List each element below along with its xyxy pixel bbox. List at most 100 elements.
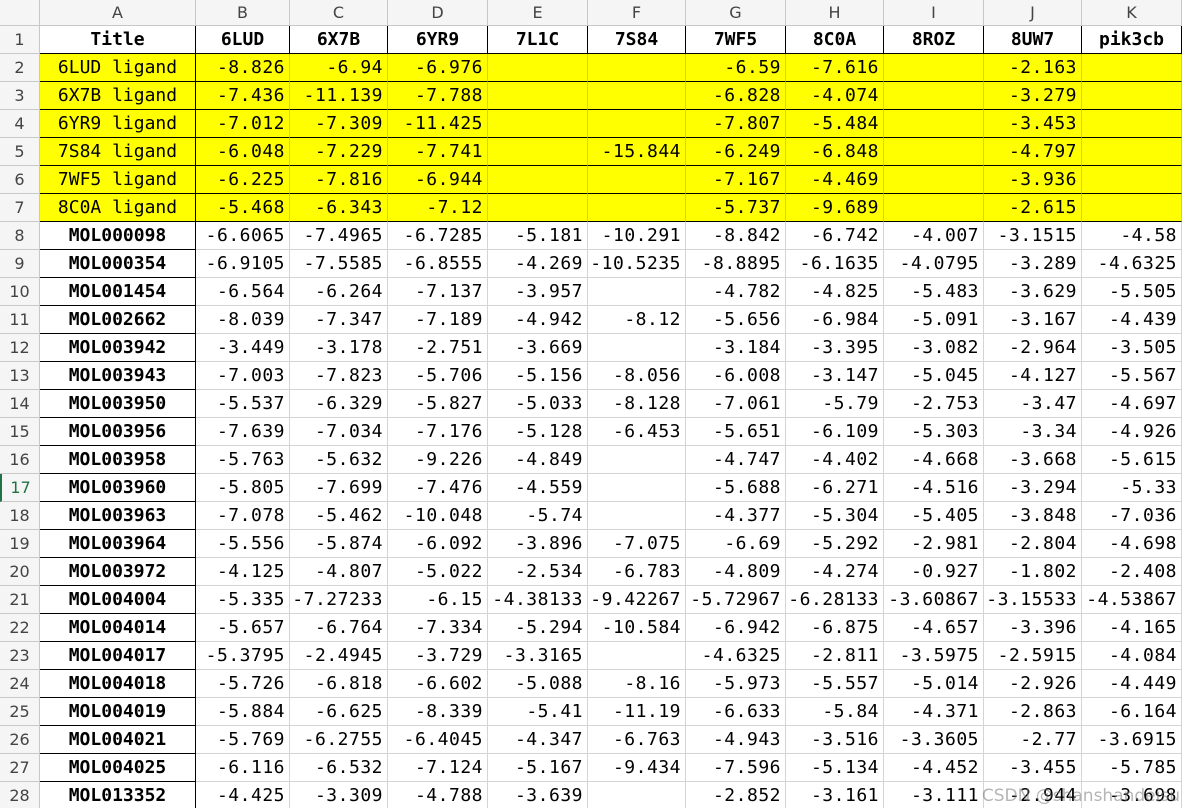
cell[interactable]: -3.629 — [984, 278, 1082, 306]
empty-cell[interactable] — [588, 474, 686, 502]
cell[interactable]: MOL000098 — [40, 222, 196, 250]
cell[interactable]: -5.303 — [884, 418, 984, 446]
cell[interactable]: -8.8895 — [686, 250, 786, 278]
row-header[interactable]: 16 — [0, 446, 40, 474]
cell[interactable]: -11.139 — [290, 82, 388, 110]
cell[interactable]: -3.147 — [786, 362, 884, 390]
cell[interactable]: -6.116 — [196, 754, 290, 782]
cell[interactable]: 7WF5 — [686, 26, 786, 54]
row-header[interactable]: 21 — [0, 586, 40, 614]
empty-cell[interactable] — [588, 782, 686, 808]
empty-cell[interactable] — [588, 166, 686, 194]
cell[interactable]: -5.688 — [686, 474, 786, 502]
cell[interactable]: -5.335 — [196, 586, 290, 614]
empty-cell[interactable] — [1082, 194, 1182, 222]
row-header[interactable]: 5 — [0, 138, 40, 166]
empty-cell[interactable] — [588, 642, 686, 670]
cell[interactable]: -5.167 — [488, 754, 588, 782]
cell[interactable]: -3.15533 — [984, 586, 1082, 614]
cell[interactable]: MOL003943 — [40, 362, 196, 390]
cell[interactable]: -6.984 — [786, 306, 884, 334]
cell[interactable]: -5.3795 — [196, 642, 290, 670]
empty-cell[interactable] — [884, 194, 984, 222]
cell[interactable]: -4.469 — [786, 166, 884, 194]
cell[interactable]: -7.596 — [686, 754, 786, 782]
cell[interactable]: -3.309 — [290, 782, 388, 808]
cell[interactable]: -4.807 — [290, 558, 388, 586]
cell[interactable]: -5.769 — [196, 726, 290, 754]
cell[interactable]: -4.849 — [488, 446, 588, 474]
cell[interactable]: -6.848 — [786, 138, 884, 166]
cell[interactable]: -2.804 — [984, 530, 1082, 558]
cell[interactable]: -4.425 — [196, 782, 290, 808]
cell[interactable]: -8.339 — [388, 698, 488, 726]
cell[interactable]: -5.557 — [786, 670, 884, 698]
cell[interactable]: -3.936 — [984, 166, 1082, 194]
cell[interactable]: -6.875 — [786, 614, 884, 642]
cell[interactable]: -5.022 — [388, 558, 488, 586]
column-header[interactable]: K — [1082, 0, 1182, 26]
cell[interactable]: -6.4045 — [388, 726, 488, 754]
cell[interactable]: -3.505 — [1082, 334, 1182, 362]
cell[interactable]: MOL004025 — [40, 754, 196, 782]
cell[interactable]: -6.15 — [388, 586, 488, 614]
cell[interactable]: -3.729 — [388, 642, 488, 670]
column-header[interactable]: E — [488, 0, 588, 26]
cell[interactable]: 6X7B ligand — [40, 82, 196, 110]
cell[interactable]: -7.075 — [588, 530, 686, 558]
cell[interactable]: MOL003964 — [40, 530, 196, 558]
cell[interactable]: -0.927 — [884, 558, 984, 586]
cell[interactable]: -6.6065 — [196, 222, 290, 250]
cell[interactable]: -6.564 — [196, 278, 290, 306]
cell[interactable]: -6.783 — [588, 558, 686, 586]
cell[interactable]: -5.726 — [196, 670, 290, 698]
cell[interactable]: -7.003 — [196, 362, 290, 390]
row-header[interactable]: 14 — [0, 390, 40, 418]
cell[interactable]: -4.943 — [686, 726, 786, 754]
empty-cell[interactable] — [884, 82, 984, 110]
cell[interactable]: -6.7285 — [388, 222, 488, 250]
empty-cell[interactable] — [884, 166, 984, 194]
cell[interactable]: -4.074 — [786, 82, 884, 110]
cell[interactable]: 8ROZ — [884, 26, 984, 54]
cell[interactable]: MOL013352 — [40, 782, 196, 808]
cell[interactable]: -6.28133 — [786, 586, 884, 614]
cell[interactable]: -6.271 — [786, 474, 884, 502]
row-header[interactable]: 4 — [0, 110, 40, 138]
cell[interactable]: -4.38133 — [488, 586, 588, 614]
cell[interactable]: -5.785 — [1082, 754, 1182, 782]
cell[interactable]: 8C0A — [786, 26, 884, 54]
cell[interactable]: -11.19 — [588, 698, 686, 726]
cell[interactable]: MOL001454 — [40, 278, 196, 306]
cell[interactable]: -2.944 — [984, 782, 1082, 808]
cell[interactable]: -3.395 — [786, 334, 884, 362]
cell[interactable]: -3.896 — [488, 530, 588, 558]
cell[interactable]: MOL003972 — [40, 558, 196, 586]
column-header[interactable]: H — [786, 0, 884, 26]
cell[interactable]: -6.942 — [686, 614, 786, 642]
cell[interactable]: -7.816 — [290, 166, 388, 194]
row-header[interactable]: 20 — [0, 558, 40, 586]
cell[interactable]: -1.802 — [984, 558, 1082, 586]
row-header[interactable]: 12 — [0, 334, 40, 362]
cell[interactable]: 8UW7 — [984, 26, 1082, 54]
cell[interactable]: -5.556 — [196, 530, 290, 558]
cell[interactable]: -6.94 — [290, 54, 388, 82]
cell[interactable]: -4.698 — [1082, 530, 1182, 558]
cell[interactable]: -3.3605 — [884, 726, 984, 754]
row-header[interactable]: 17 — [0, 474, 40, 502]
cell[interactable]: -7.189 — [388, 306, 488, 334]
empty-cell[interactable] — [588, 334, 686, 362]
cell[interactable]: -7.639 — [196, 418, 290, 446]
cell[interactable]: -4.668 — [884, 446, 984, 474]
cell[interactable]: -5.657 — [196, 614, 290, 642]
row-header[interactable]: 6 — [0, 166, 40, 194]
cell[interactable]: -3.279 — [984, 82, 1082, 110]
cell[interactable]: -7.012 — [196, 110, 290, 138]
cell[interactable]: -2.981 — [884, 530, 984, 558]
cell[interactable]: -7.5585 — [290, 250, 388, 278]
cell[interactable]: -4.697 — [1082, 390, 1182, 418]
cell[interactable]: -5.651 — [686, 418, 786, 446]
cell[interactable]: -4.439 — [1082, 306, 1182, 334]
cell[interactable]: MOL004018 — [40, 670, 196, 698]
